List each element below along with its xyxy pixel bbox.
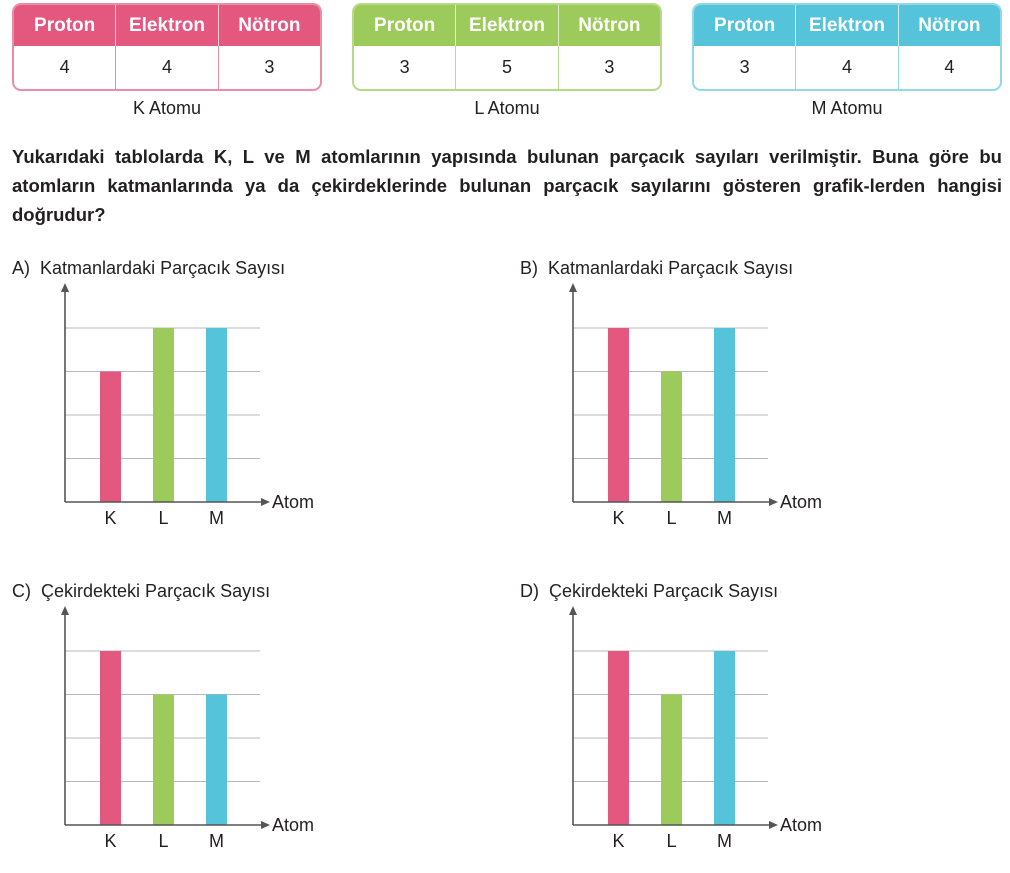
chart-b-option: B) [520, 258, 538, 278]
k-table-header: Proton Elektron Nötron [14, 5, 320, 46]
chart-a-title: A) Katmanlardaki Parçacık Sayısı [12, 258, 285, 279]
y-axis-arrow [61, 283, 69, 292]
k-atom-caption: K Atomu [132, 98, 202, 118]
m-table-row: 3 4 4 [694, 46, 1000, 89]
bar-l [153, 328, 174, 502]
m-electron-header: Elektron [796, 5, 899, 46]
x-tick-label: M [209, 508, 224, 528]
bar-m [206, 328, 227, 502]
chart-a-option: A) [12, 258, 30, 278]
l-atom-table: Proton Elektron Nötron 3 5 3 [352, 3, 662, 91]
x-tick-label: M [717, 831, 732, 851]
chart-a-label: Katmanlardaki Parçacık Sayısı [40, 258, 286, 278]
k-neutron-header: Nötron [238, 14, 301, 36]
bar-m [206, 694, 227, 825]
bar-m [714, 651, 735, 825]
x-tick-label: M [717, 508, 732, 528]
x-tick-label: M [209, 831, 224, 851]
k-proton-value: 4 [14, 46, 117, 89]
m-neutron-header: Nötron [918, 14, 981, 36]
x-axis-label: Atom [272, 815, 314, 835]
x-tick-label: L [666, 508, 676, 528]
bar-k [100, 371, 121, 502]
x-tick-label: K [104, 831, 116, 851]
question-body: Yukarıdaki tablolarda K, L ve M atomları… [12, 146, 1002, 225]
l-proton-value: 3 [354, 46, 457, 89]
chart-d: K L M Atom [569, 606, 822, 851]
l-atom-caption: L Atomu [474, 98, 540, 118]
x-axis-arrow [769, 498, 778, 506]
l-neutron-value: 3 [604, 57, 615, 77]
x-axis-arrow [261, 821, 270, 829]
l-proton-header: Proton [354, 5, 457, 46]
x-axis-label: Atom [272, 492, 314, 512]
m-electron-value: 4 [796, 46, 899, 89]
l-neutron-header: Nötron [578, 14, 641, 36]
k-electron-value: 4 [116, 46, 219, 89]
m-proton-value: 3 [694, 46, 797, 89]
k-table-row: 4 4 3 [14, 46, 320, 89]
m-neutron-value: 4 [944, 57, 955, 77]
chart-b-title: B) Katmanlardaki Parçacık Sayısı [520, 258, 793, 279]
chart-c-label: Çekirdekteki Parçacık Sayısı [41, 581, 271, 601]
x-axis-arrow [769, 821, 778, 829]
chart-d-option: D) [520, 581, 539, 601]
k-neutron-value: 3 [264, 57, 275, 77]
chart-d-label: Çekirdekteki Parçacık Sayısı [549, 581, 779, 601]
l-table-header: Proton Elektron Nötron [354, 5, 660, 46]
x-tick-label: L [158, 831, 168, 851]
x-tick-label: L [666, 831, 676, 851]
chart-b: K L M Atom [569, 283, 822, 528]
bar-l [153, 694, 174, 825]
x-axis-label: Atom [780, 815, 822, 835]
bar-l [661, 371, 682, 502]
x-tick-label: K [612, 831, 624, 851]
bar-k [100, 651, 121, 825]
x-tick-label: L [158, 508, 168, 528]
l-electron-header: Elektron [456, 5, 559, 46]
question-text: Yukarıdaki tablolarda K, L ve M atomları… [12, 142, 1002, 229]
m-proton-header: Proton [694, 5, 797, 46]
y-axis-arrow [569, 606, 577, 615]
k-electron-header: Elektron [116, 5, 219, 46]
chart-b-label: Katmanlardaki Parçacık Sayısı [548, 258, 794, 278]
chart-c-title: C) Çekirdekteki Parçacık Sayısı [12, 581, 270, 602]
chart-c-option: C) [12, 581, 31, 601]
m-table-header: Proton Elektron Nötron [694, 5, 1000, 46]
k-proton-header: Proton [14, 5, 117, 46]
chart-a: K L M Atom [61, 283, 314, 528]
y-axis-arrow [61, 606, 69, 615]
x-axis-label: Atom [780, 492, 822, 512]
y-axis-arrow [569, 283, 577, 292]
bar-k [608, 328, 629, 502]
m-atom-caption: M Atomu [811, 98, 883, 118]
bar-m [714, 328, 735, 502]
m-atom-table: Proton Elektron Nötron 3 4 4 [692, 3, 1002, 91]
bar-k [608, 651, 629, 825]
bar-l [661, 694, 682, 825]
x-axis-arrow [261, 498, 270, 506]
k-atom-table: Proton Elektron Nötron 4 4 3 [12, 3, 322, 91]
l-electron-value: 5 [456, 46, 559, 89]
l-table-row: 3 5 3 [354, 46, 660, 89]
chart-c: K L M Atom [61, 606, 314, 851]
x-tick-label: K [612, 508, 624, 528]
x-tick-label: K [104, 508, 116, 528]
chart-d-title: D) Çekirdekteki Parçacık Sayısı [520, 581, 778, 602]
